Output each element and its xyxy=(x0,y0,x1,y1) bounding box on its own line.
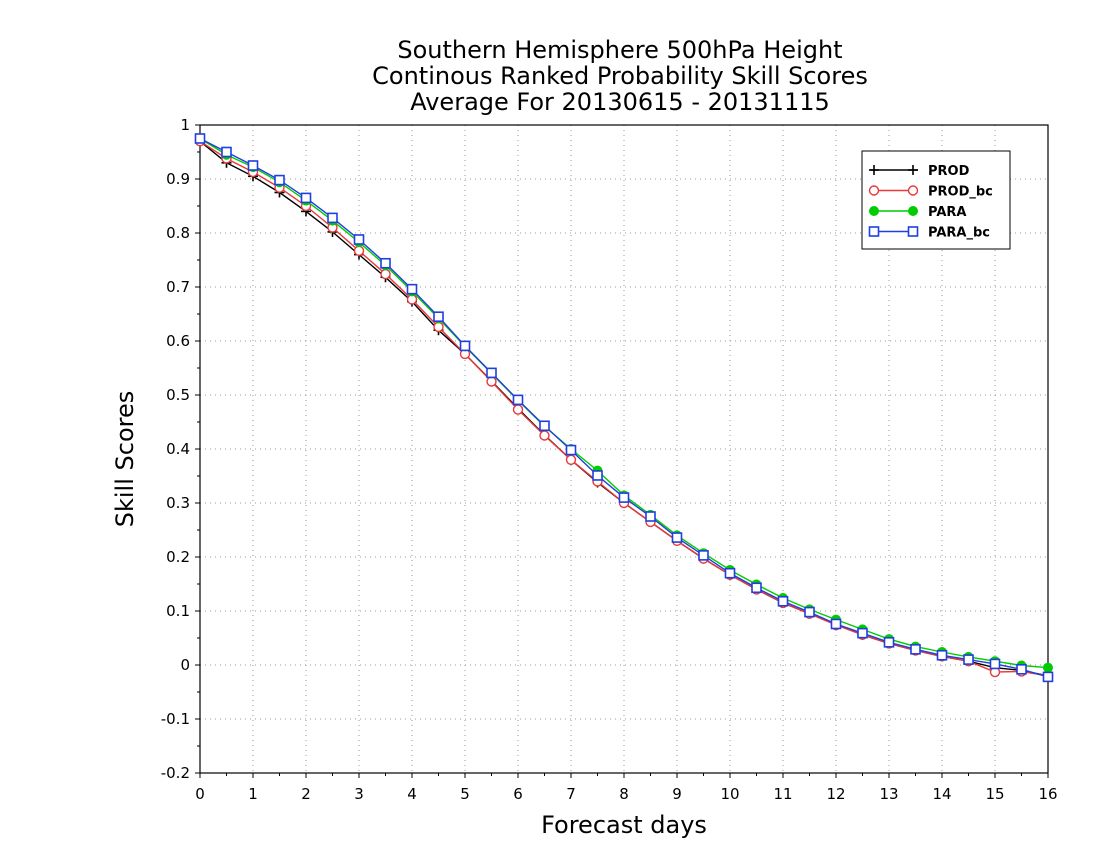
x-tick-label: 14 xyxy=(932,785,951,803)
data-point-prod-bc xyxy=(433,321,444,333)
legend-label: PARA xyxy=(928,205,966,220)
data-point-para-bc xyxy=(353,234,365,245)
y-axis-label: Skill Scores xyxy=(111,391,139,528)
data-point-para-bc xyxy=(751,582,762,594)
title-line-1: Southern Hemisphere 500hPa Height xyxy=(397,36,842,64)
data-point-prod-bc xyxy=(539,430,550,441)
y-tick-label: -0.1 xyxy=(161,710,190,728)
x-tick-label: 2 xyxy=(301,785,311,803)
data-point-para-bc xyxy=(221,146,232,158)
data-point-para-bc xyxy=(592,470,603,481)
x-tick-label: 11 xyxy=(773,785,792,803)
legend-marker xyxy=(908,206,918,216)
x-tick-label: 5 xyxy=(460,785,470,803)
data-point-para-bc xyxy=(459,340,471,352)
x-tick-label: 3 xyxy=(354,785,364,803)
data-point-para-bc xyxy=(618,492,630,503)
data-point-para-bc xyxy=(830,618,842,630)
legend-marker xyxy=(907,226,919,237)
legend-marker xyxy=(868,226,880,237)
x-tick-label: 7 xyxy=(566,785,576,803)
data-point-para-bc xyxy=(565,444,577,456)
x-tick-label: 15 xyxy=(985,785,1004,803)
data-point-para xyxy=(1043,662,1053,673)
y-tick-label: 1 xyxy=(180,116,190,134)
x-tick-label: 6 xyxy=(513,785,523,803)
data-point-prod-bc xyxy=(565,454,577,465)
chart-title: Southern Hemisphere 500hPa Height Contin… xyxy=(372,36,868,116)
title-line-3: Average For 20130615 - 20131115 xyxy=(410,88,830,116)
y-tick-label: 0.1 xyxy=(166,602,190,620)
data-point-para-bc xyxy=(300,192,312,204)
y-tick-label: 0.4 xyxy=(166,440,190,458)
data-point-prod-bc xyxy=(380,268,391,280)
data-series xyxy=(194,133,1054,683)
legend-marker xyxy=(907,185,919,196)
data-point-para-bc xyxy=(777,595,789,607)
y-tick-label: 0.5 xyxy=(166,386,190,404)
x-axis-label: Forecast days xyxy=(541,811,707,839)
legend-item-para-bc: PARA_bc xyxy=(868,226,990,241)
y-tick-label: 0.8 xyxy=(166,224,190,242)
legend-marker xyxy=(869,165,879,175)
legend-marker xyxy=(868,185,880,196)
legend-item-para: PARA xyxy=(869,205,966,220)
data-point-para-bc xyxy=(989,658,1001,670)
legend-item-prod: PROD xyxy=(869,164,970,179)
legend-marker xyxy=(908,165,918,175)
data-point-para-bc xyxy=(963,654,974,665)
legend-label: PARA_bc xyxy=(928,226,990,241)
legend-label: PROD_bc xyxy=(928,185,993,200)
legend: PROD PROD_bc PARA PARA_bc xyxy=(861,150,1011,250)
data-point-para-bc xyxy=(671,532,683,543)
data-point-para-bc xyxy=(1042,671,1054,683)
data-point-para-bc xyxy=(883,637,895,648)
x-tick-label: 9 xyxy=(672,785,682,803)
data-point-para-bc xyxy=(512,394,524,406)
data-point-para-bc xyxy=(406,283,418,295)
x-tick-label: 1 xyxy=(248,785,258,803)
data-point-para-bc xyxy=(910,644,921,655)
title-line-2: Continous Ranked Probability Skill Score… xyxy=(372,62,868,90)
legend-marker xyxy=(869,206,879,216)
x-tick-label: 12 xyxy=(826,785,845,803)
data-point-para-bc xyxy=(804,606,815,618)
y-tick-label: -0.2 xyxy=(161,764,190,782)
data-point-para-bc xyxy=(486,367,497,379)
y-tick-label: 0.7 xyxy=(166,278,190,296)
data-point-para-bc xyxy=(247,160,259,171)
legend-label: PROD xyxy=(928,164,970,179)
y-tick-label: 0.9 xyxy=(166,170,190,188)
x-tick-label: 0 xyxy=(195,785,205,803)
data-point-para-bc xyxy=(698,550,709,561)
data-point-prod-bc xyxy=(353,245,365,257)
data-point-prod-bc xyxy=(512,404,524,415)
data-point-para-bc xyxy=(857,627,868,639)
data-point-para-bc xyxy=(327,212,338,224)
data-point-para-bc xyxy=(433,311,444,323)
x-tick-label: 10 xyxy=(720,785,739,803)
data-point-para-bc xyxy=(645,511,656,522)
grid xyxy=(200,125,1048,773)
series-para-bc xyxy=(194,133,1054,683)
y-tick-label: 0.6 xyxy=(166,332,190,350)
data-point-para-bc xyxy=(274,174,285,186)
data-point-para-bc xyxy=(539,420,550,432)
x-tick-label: 4 xyxy=(407,785,417,803)
data-point-para-bc xyxy=(936,649,948,661)
y-tick-label: 0.3 xyxy=(166,494,190,512)
axis-ticks: 0 1 2 3 4 5 6 7 8 9 10 11 12 13 14 15 1610.90.80.70.60.5… xyxy=(161,116,1058,803)
x-tick-label: 13 xyxy=(879,785,898,803)
legend-item-prod-bc: PROD_bc xyxy=(868,185,993,200)
x-tick-label: 8 xyxy=(619,785,629,803)
data-point-para-bc xyxy=(1016,664,1027,675)
data-point-para-bc xyxy=(194,133,206,144)
legend-box xyxy=(861,150,1011,250)
data-point-para-bc xyxy=(380,257,391,269)
y-tick-label: 0.2 xyxy=(166,548,190,566)
y-tick-label: 0 xyxy=(180,656,190,674)
x-tick-label: 16 xyxy=(1038,785,1057,803)
data-point-para-bc xyxy=(724,567,736,579)
